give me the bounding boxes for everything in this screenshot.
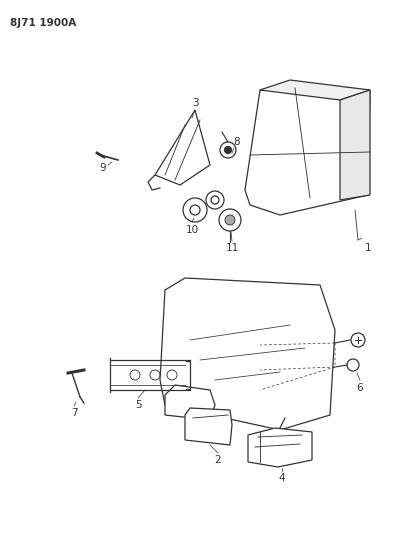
Text: 6: 6: [357, 383, 363, 393]
Text: 8J71 1900A: 8J71 1900A: [10, 18, 76, 28]
Circle shape: [347, 359, 359, 371]
Text: 2: 2: [215, 455, 221, 465]
Circle shape: [183, 198, 207, 222]
Text: 7: 7: [71, 408, 77, 418]
Text: 9: 9: [100, 163, 106, 173]
Polygon shape: [340, 90, 370, 200]
Polygon shape: [248, 428, 312, 467]
Circle shape: [211, 196, 219, 204]
Text: 1: 1: [365, 243, 371, 253]
Text: 3: 3: [191, 98, 198, 108]
Polygon shape: [260, 80, 370, 100]
Polygon shape: [245, 90, 370, 215]
Circle shape: [351, 333, 365, 347]
Polygon shape: [155, 110, 210, 185]
Text: 10: 10: [185, 225, 198, 235]
Polygon shape: [160, 278, 335, 430]
Polygon shape: [185, 408, 232, 445]
Text: 11: 11: [225, 243, 239, 253]
Circle shape: [206, 191, 224, 209]
Circle shape: [225, 215, 235, 225]
Circle shape: [219, 209, 241, 231]
Text: 4: 4: [279, 473, 285, 483]
Circle shape: [220, 142, 236, 158]
Text: 8: 8: [234, 137, 240, 147]
Circle shape: [190, 205, 200, 215]
Polygon shape: [165, 385, 215, 420]
Text: 5: 5: [135, 400, 141, 410]
Circle shape: [225, 147, 231, 154]
